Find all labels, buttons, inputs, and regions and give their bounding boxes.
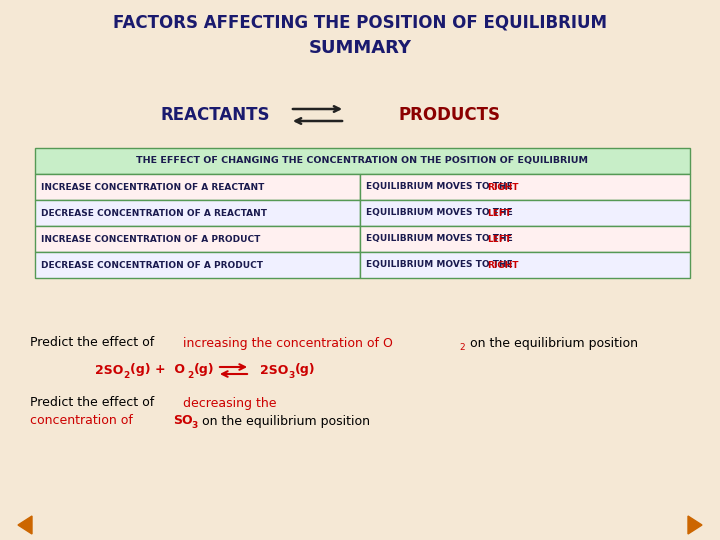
- Text: (g): (g): [295, 363, 315, 376]
- Bar: [360, 226, 690, 252]
- Text: INCREASE CONCENTRATION OF A PRODUCT: INCREASE CONCENTRATION OF A PRODUCT: [41, 234, 261, 244]
- Text: 2SO: 2SO: [95, 363, 123, 376]
- Text: 3: 3: [288, 370, 294, 380]
- Bar: [35, 174, 360, 200]
- Text: 2: 2: [187, 370, 193, 380]
- Text: 2SO: 2SO: [260, 363, 289, 376]
- Text: EQUILIBRIUM MOVES TO THE: EQUILIBRIUM MOVES TO THE: [366, 234, 516, 244]
- Text: Predict the effect of: Predict the effect of: [30, 396, 158, 409]
- Text: FACTORS AFFECTING THE POSITION OF EQUILIBRIUM: FACTORS AFFECTING THE POSITION OF EQUILI…: [113, 13, 607, 31]
- Bar: [360, 252, 690, 278]
- Bar: [35, 148, 690, 174]
- Text: EQUILIBRIUM MOVES TO THE: EQUILIBRIUM MOVES TO THE: [366, 208, 516, 218]
- Text: SO: SO: [173, 415, 193, 428]
- Text: 2: 2: [123, 370, 130, 380]
- Text: (g): (g): [194, 363, 215, 376]
- Text: SUMMARY: SUMMARY: [308, 39, 412, 57]
- Text: on the equilibrium position: on the equilibrium position: [198, 415, 370, 428]
- Text: 3: 3: [191, 422, 197, 430]
- Text: 2: 2: [459, 343, 464, 353]
- Text: on the equilibrium position: on the equilibrium position: [466, 336, 638, 349]
- Text: increasing the concentration of O: increasing the concentration of O: [183, 336, 393, 349]
- Polygon shape: [18, 516, 32, 534]
- Bar: [35, 226, 360, 252]
- Text: DECREASE CONCENTRATION OF A PRODUCT: DECREASE CONCENTRATION OF A PRODUCT: [41, 260, 263, 269]
- Text: RIGHT: RIGHT: [487, 183, 518, 192]
- Text: REACTANTS: REACTANTS: [161, 106, 270, 124]
- Text: RIGHT: RIGHT: [487, 260, 518, 269]
- Text: LEFT: LEFT: [487, 234, 511, 244]
- Text: EQUILIBRIUM MOVES TO THE: EQUILIBRIUM MOVES TO THE: [366, 183, 516, 192]
- Text: (g) +  O: (g) + O: [130, 363, 185, 376]
- Bar: [360, 200, 690, 226]
- Text: LEFT: LEFT: [487, 208, 511, 218]
- Text: Predict the effect of: Predict the effect of: [30, 336, 158, 349]
- Bar: [35, 200, 360, 226]
- Text: INCREASE CONCENTRATION OF A REACTANT: INCREASE CONCENTRATION OF A REACTANT: [41, 183, 264, 192]
- Text: concentration of: concentration of: [30, 415, 137, 428]
- Text: PRODUCTS: PRODUCTS: [399, 106, 501, 124]
- Text: decreasing the: decreasing the: [183, 396, 276, 409]
- Text: EQUILIBRIUM MOVES TO THE: EQUILIBRIUM MOVES TO THE: [366, 260, 516, 269]
- Polygon shape: [688, 516, 702, 534]
- Bar: [360, 174, 690, 200]
- Bar: [35, 252, 360, 278]
- Text: DECREASE CONCENTRATION OF A REACTANT: DECREASE CONCENTRATION OF A REACTANT: [41, 208, 267, 218]
- Text: THE EFFECT OF CHANGING THE CONCENTRATION ON THE POSITION OF EQUILIBRIUM: THE EFFECT OF CHANGING THE CONCENTRATION…: [137, 157, 588, 165]
